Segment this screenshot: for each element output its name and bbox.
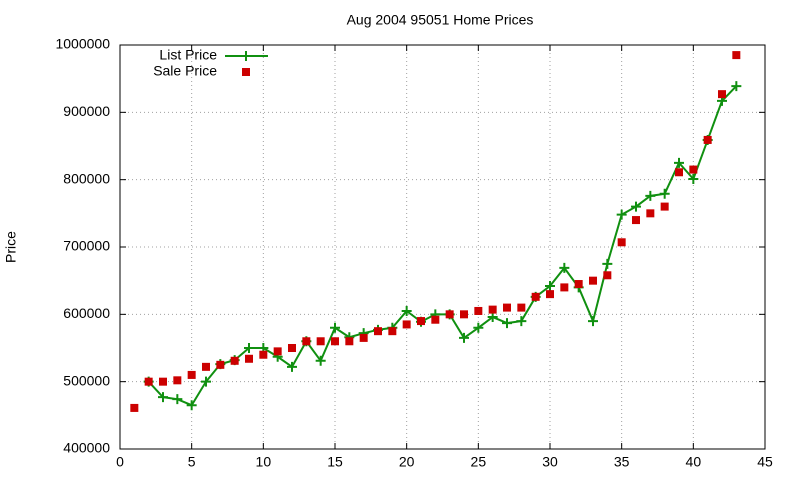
point <box>144 377 153 386</box>
point <box>631 201 641 212</box>
x-tick-label: 20 <box>399 454 415 470</box>
point <box>315 355 326 366</box>
x-tick-label: 0 <box>116 454 124 470</box>
point <box>517 303 526 312</box>
y-tick-label: 700000 <box>63 238 110 254</box>
y-tick-label: 800000 <box>63 170 110 186</box>
point <box>417 317 425 326</box>
point <box>186 400 197 411</box>
point <box>645 190 656 201</box>
series-line <box>147 85 738 407</box>
point <box>459 332 469 343</box>
point <box>445 310 454 319</box>
legend-label: Sale Price <box>153 63 217 79</box>
x-tick-label: 15 <box>327 454 343 470</box>
x-tick-label: 40 <box>686 454 702 470</box>
point <box>473 322 484 333</box>
legend-marker <box>241 51 251 61</box>
y-tick-label: 1000000 <box>55 36 110 52</box>
point <box>602 258 613 269</box>
legend-marker <box>242 68 250 76</box>
point <box>216 360 225 369</box>
point <box>546 290 554 299</box>
point <box>359 333 368 342</box>
x-tick-label: 30 <box>542 454 558 470</box>
point <box>545 281 555 292</box>
point <box>689 165 698 174</box>
point <box>675 168 683 177</box>
point <box>516 316 527 327</box>
x-tick-label: 45 <box>757 454 773 470</box>
y-tick-label: 900000 <box>63 103 110 119</box>
point <box>732 51 741 60</box>
point <box>674 157 684 168</box>
point <box>159 377 167 386</box>
point <box>388 327 397 336</box>
point <box>374 327 382 336</box>
point <box>402 320 411 329</box>
point <box>345 337 354 346</box>
point <box>731 81 742 92</box>
chart-title: Aug 2004 95051 Home Prices <box>347 12 534 28</box>
point <box>302 337 311 346</box>
point <box>617 238 626 247</box>
point <box>703 135 712 144</box>
point <box>158 392 168 403</box>
point <box>589 276 597 285</box>
y-axis-label: Price <box>3 231 19 263</box>
plot-frame <box>119 44 766 450</box>
point <box>659 188 670 199</box>
point <box>474 306 483 315</box>
point <box>316 337 325 346</box>
point <box>230 356 239 365</box>
point <box>646 209 655 218</box>
point <box>273 347 282 356</box>
point <box>288 344 296 352</box>
legend-label: List Price <box>159 47 217 63</box>
point <box>431 315 440 324</box>
point <box>173 376 182 385</box>
point <box>331 337 339 346</box>
point <box>187 370 196 379</box>
y-tick-label: 400000 <box>63 440 110 456</box>
point <box>603 271 612 280</box>
point <box>616 209 627 220</box>
point <box>588 316 598 327</box>
point <box>632 216 640 225</box>
point <box>259 350 268 359</box>
point <box>130 403 139 412</box>
x-tick-label: 5 <box>188 454 196 470</box>
point <box>559 262 570 273</box>
point <box>502 318 512 329</box>
x-tick-label: 35 <box>614 454 630 470</box>
x-tick-label: 10 <box>256 454 272 470</box>
point <box>244 343 254 353</box>
point <box>531 292 540 301</box>
point <box>488 305 497 314</box>
point <box>503 303 511 312</box>
point <box>560 283 569 292</box>
x-tick-label: 25 <box>471 454 487 470</box>
point <box>487 312 498 323</box>
point <box>201 376 211 387</box>
point <box>202 362 210 371</box>
point <box>574 280 583 289</box>
point <box>460 310 468 319</box>
point <box>718 90 726 99</box>
point <box>330 322 340 333</box>
point <box>287 361 297 372</box>
y-tick-label: 600000 <box>63 305 110 321</box>
point <box>401 305 412 316</box>
y-tick-label: 500000 <box>63 372 110 388</box>
point <box>172 394 183 405</box>
point <box>688 173 699 184</box>
point <box>660 202 669 211</box>
point <box>245 354 253 363</box>
